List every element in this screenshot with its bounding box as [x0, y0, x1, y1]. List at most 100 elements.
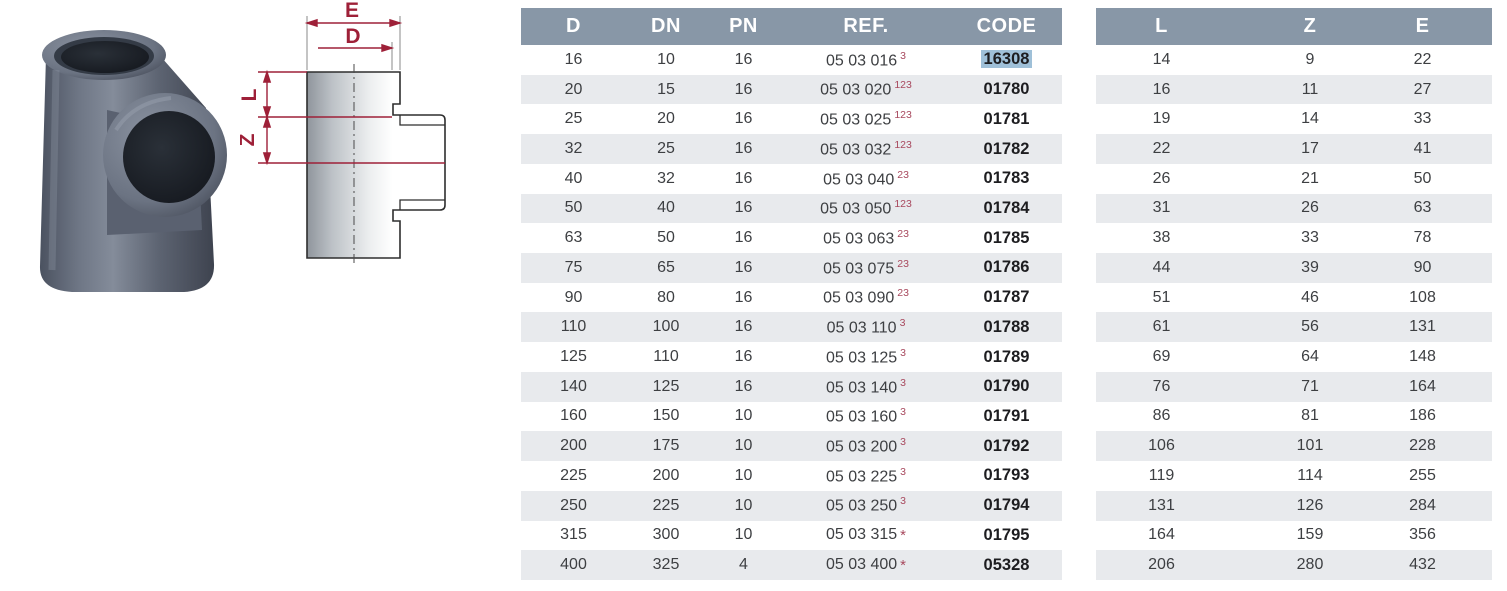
table-row: 125 110 16 05 03 125 3 01789	[521, 342, 1062, 372]
cell-l: 26	[1152, 169, 1171, 187]
cell-pn: 16	[734, 140, 753, 158]
footnote-marker: 123	[894, 198, 912, 211]
cell-d: 63	[564, 229, 583, 247]
cell-ref: 05 03 063 23	[823, 228, 909, 248]
cell-z: 9	[1305, 50, 1315, 68]
cell-pn: 4	[739, 556, 748, 574]
cell-code: 01781	[983, 109, 1030, 128]
cell-d: 225	[560, 466, 587, 484]
cell-code: 01786	[983, 258, 1030, 277]
cell-l: 31	[1152, 199, 1171, 217]
header-dn: DN	[651, 15, 681, 37]
cell-dn: 65	[657, 258, 675, 276]
cell-pn: 16	[734, 199, 753, 217]
cell-d: 140	[560, 377, 587, 395]
cell-l: 206	[1148, 556, 1175, 574]
cell-l: 16	[1152, 80, 1171, 98]
table-row: 160 150 10 05 03 160 3 01791	[521, 402, 1062, 432]
footnote-marker: 3	[900, 465, 907, 478]
cell-d: 200	[560, 437, 587, 455]
table-row: 44 39 90	[1096, 253, 1492, 283]
table-row: 69 64 148	[1096, 342, 1492, 372]
cell-code: 05328	[983, 555, 1030, 574]
cell-d: 110	[560, 318, 587, 336]
table-row: 86 81 186	[1096, 402, 1492, 432]
cell-ref: 05 03 032 123	[820, 138, 912, 159]
cell-ref: 05 03 016 3	[825, 49, 907, 70]
cell-dn: 125	[652, 377, 680, 395]
table-row: 206 280 432	[1096, 550, 1492, 580]
cell-dn: 20	[657, 110, 675, 128]
cell-pn: 10	[734, 466, 753, 484]
cell-e: 255	[1409, 466, 1436, 484]
cell-dn: 175	[652, 437, 680, 455]
tee-outline	[306, 71, 446, 259]
header-d: D	[566, 15, 581, 37]
cell-d: 40	[564, 169, 583, 187]
cell-ref: 05 03 020 123	[820, 79, 912, 99]
cell-ref: 05 03 040 23	[823, 168, 909, 188]
dimension-table: L Z E 14 9 22 16 11 27 19 14 33 22 17 41 26 21 50 31 26 6…	[1096, 8, 1492, 580]
cell-l: 76	[1152, 377, 1171, 395]
cell-d: 75	[564, 258, 583, 276]
cell-pn: 16	[734, 288, 753, 306]
footnote-marker: 23	[897, 228, 909, 240]
spec-table-body: 16 10 16 05 03 016 3 16308 20 15 16 05 03 020 123 0…	[521, 45, 1062, 580]
cell-d: 160	[560, 407, 587, 425]
cell-z: 21	[1301, 169, 1319, 187]
dim-label-e: E	[345, 0, 359, 22]
cell-code: 01795	[983, 525, 1030, 544]
footnote-marker: 3	[900, 436, 907, 449]
cell-e: 186	[1409, 407, 1436, 425]
cell-ref: 05 03 090 23	[823, 287, 909, 307]
cell-z: 71	[1301, 377, 1319, 395]
cell-dn: 50	[657, 229, 675, 247]
cell-dn: 300	[652, 526, 680, 544]
dimension-lines	[258, 18, 445, 166]
cell-e: 284	[1409, 496, 1436, 514]
table-row: 250 225 10 05 03 250 3 01794	[521, 490, 1062, 521]
cell-e: 78	[1413, 229, 1432, 247]
cell-code: 01783	[983, 169, 1030, 188]
cell-ref: 05 03 225 3	[825, 465, 907, 486]
cell-ref: 05 03 050 123	[820, 198, 912, 218]
footnote-marker: 3	[900, 495, 907, 508]
cell-l: 14	[1152, 50, 1171, 68]
dim-label-z: Z	[240, 133, 259, 146]
cell-pn: 16	[734, 318, 753, 336]
cell-ref: 05 03 140 3	[825, 376, 907, 396]
cell-e: 50	[1413, 169, 1432, 187]
cell-l: 19	[1152, 110, 1171, 128]
cell-pn: 10	[734, 407, 753, 425]
cell-code: 01790	[983, 377, 1030, 396]
cell-e: 432	[1409, 556, 1436, 574]
table-row: 106 101 228	[1096, 431, 1492, 462]
table-row: 25 20 16 05 03 025 123 01781	[521, 104, 1062, 134]
cell-dn: 225	[652, 496, 680, 514]
table-row: 61 56 131	[1096, 312, 1492, 343]
cell-e: 131	[1409, 318, 1436, 336]
cell-l: 69	[1152, 348, 1171, 366]
cell-ref: 05 03 200 3	[825, 436, 907, 456]
cell-d: 315	[560, 526, 587, 544]
cell-d: 250	[560, 496, 587, 514]
cell-e: 228	[1409, 437, 1436, 455]
footnote-marker: 3	[900, 406, 907, 419]
table-row: 140 125 16 05 03 140 3 01790	[521, 371, 1062, 402]
cell-dn: 325	[652, 556, 680, 574]
table-row: 16 11 27	[1096, 74, 1492, 105]
spec-table: D DN PN REF. CODE 16 10 16 05 03 016 3 16308 2…	[521, 8, 1062, 580]
cell-l: 131	[1148, 496, 1175, 514]
spec-table-header: D DN PN REF. CODE	[521, 8, 1062, 45]
cell-pn: 16	[734, 377, 753, 395]
footnote-marker: 3	[900, 49, 907, 62]
cell-code: 16308	[951, 50, 1062, 69]
cell-z: 280	[1296, 556, 1324, 574]
tee-section-drawing: E D L Z	[236, 0, 446, 266]
table-row: 119 114 255	[1096, 461, 1492, 491]
cell-pn: 16	[734, 80, 753, 98]
cell-ref: 05 03 250 3	[825, 495, 907, 515]
technical-diagram: E D L Z	[236, 0, 540, 300]
cell-e: 108	[1409, 288, 1436, 306]
cell-e: 63	[1413, 199, 1432, 217]
